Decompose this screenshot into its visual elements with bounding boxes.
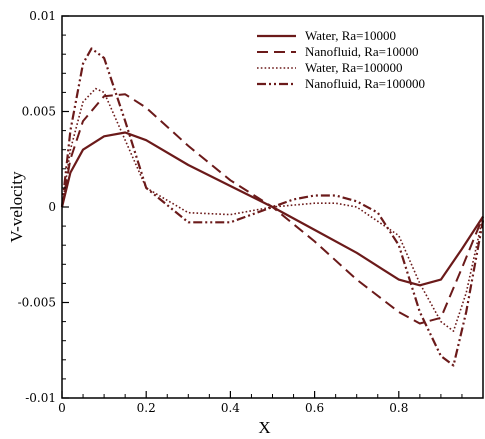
y-tick-label: -0.01 <box>25 391 56 405</box>
y-tick-label: -0.005 <box>18 296 56 310</box>
x-tick-label: 0 <box>58 401 66 415</box>
x-tick-label: 0.8 <box>389 401 408 415</box>
legend-label-2: Nanofluid, Ra=10000 <box>305 44 418 59</box>
axis-ticks: 0 0.2 0.4 0.6 0.8 0.01 0.005 0 -0.005 -0.01 <box>18 9 463 415</box>
y-axis-title: V-velocity <box>7 171 26 243</box>
x-tick-label: 0.4 <box>221 401 240 415</box>
x-axis-title: X <box>258 418 270 437</box>
y-tick-label: 0 <box>48 200 56 214</box>
y-tick-label: 0.01 <box>29 9 56 23</box>
series-line-2 <box>61 93 484 325</box>
x-tick-label: 0.2 <box>137 401 156 415</box>
legend-label-4: Nanofluid, Ra=100000 <box>305 76 425 91</box>
y-tick-label: 0.005 <box>22 105 56 119</box>
legend-label-1: Water, Ra=10000 <box>305 28 396 43</box>
series-line-1 <box>60 131 484 287</box>
series-line-4 <box>60 47 485 367</box>
series-line-3 <box>61 87 484 332</box>
x-tick-label: 0.6 <box>305 401 324 415</box>
legend-label-3: Water, Ra=100000 <box>305 60 402 75</box>
series-lines <box>60 47 485 367</box>
